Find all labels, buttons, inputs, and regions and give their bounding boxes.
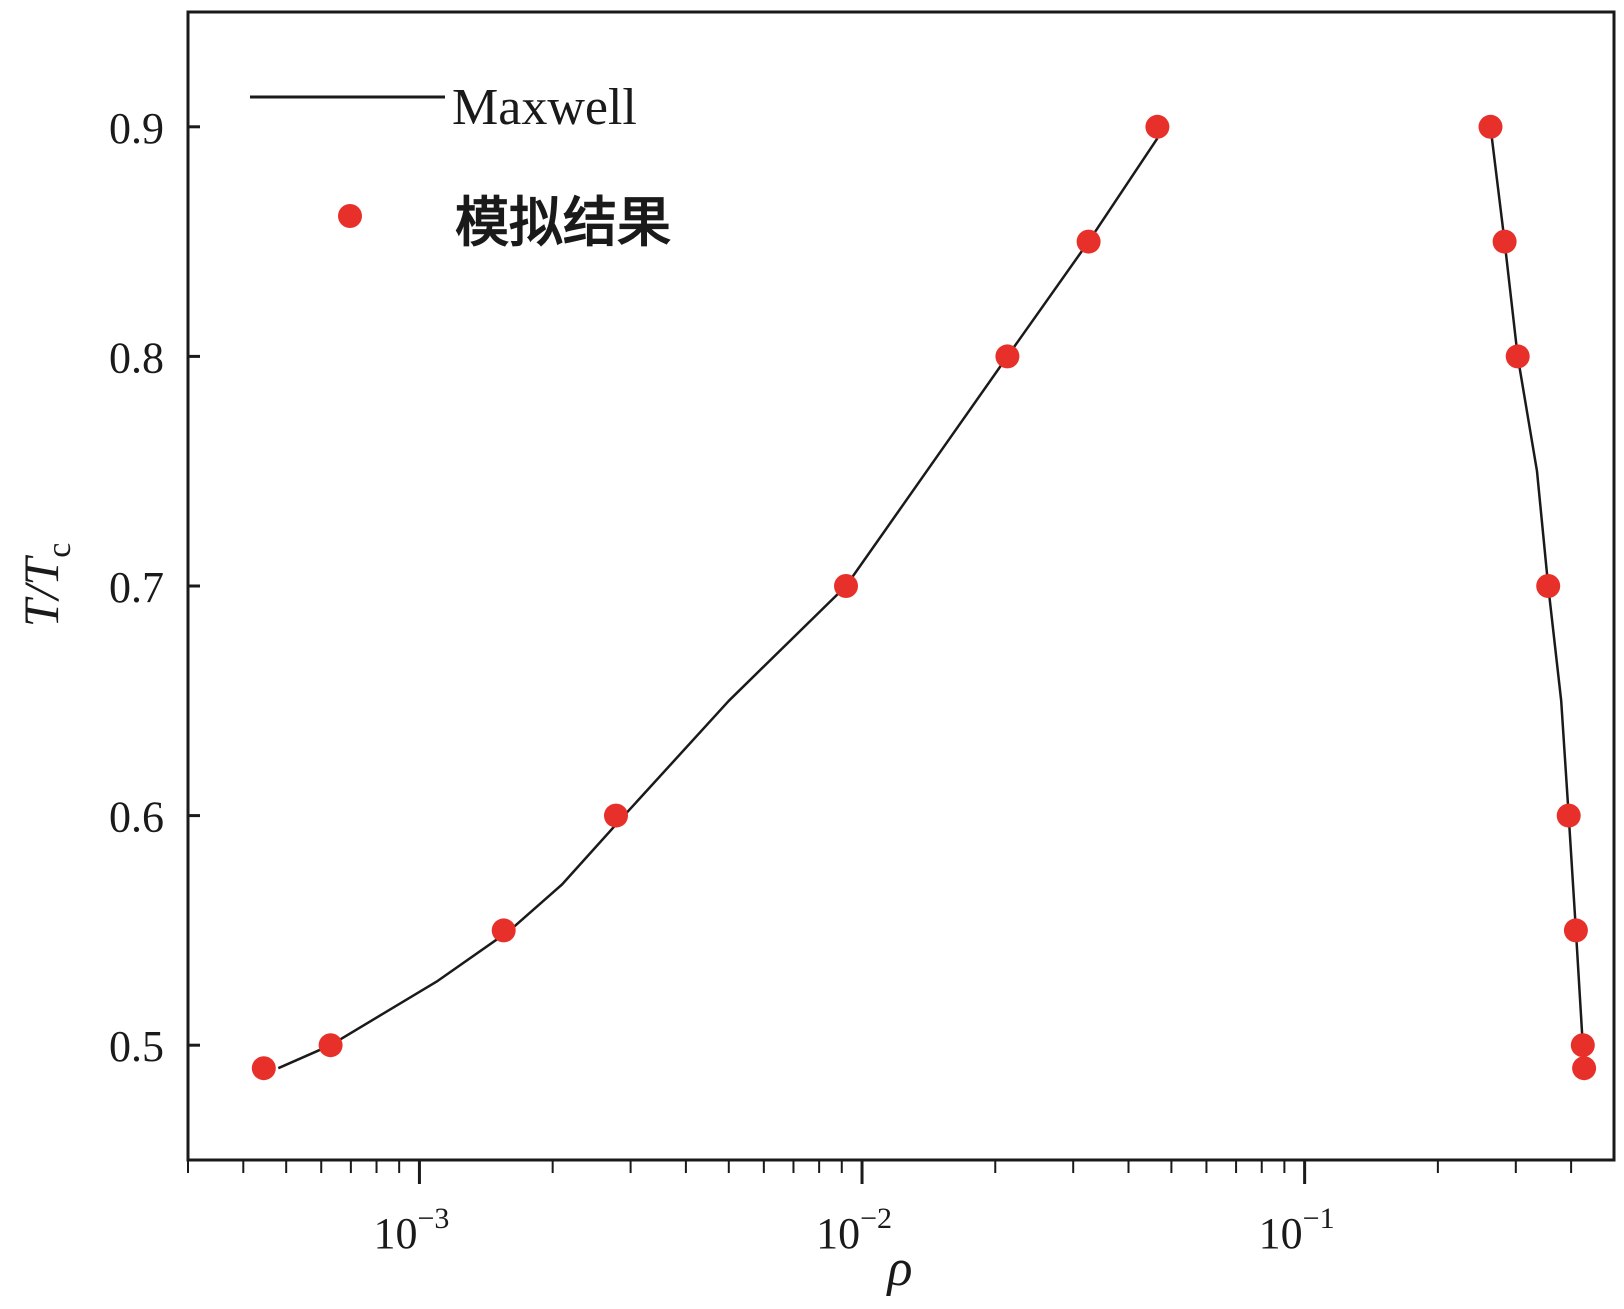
y-axis-label-main: T/T [13, 555, 69, 628]
plot-frame [186, 10, 1616, 1162]
maxwell-curve-branch-gas [277, 137, 1159, 1070]
simulation-point [251, 1056, 276, 1081]
simulation-point [1076, 229, 1101, 254]
simulation-point [1572, 1056, 1597, 1081]
simulation-point [1570, 1033, 1595, 1058]
simulation-point [995, 344, 1020, 369]
legend-label-maxwell: Maxwell [452, 79, 637, 136]
legend: Maxwell 模拟结果 [250, 79, 671, 254]
y-tick-label: 0.9 [109, 104, 164, 153]
simulation-point [604, 803, 628, 828]
simulation-point [491, 918, 516, 943]
simulation-point [1556, 803, 1581, 828]
x-tick-label: 10−2 [816, 1202, 892, 1258]
simulation-point [1563, 918, 1588, 943]
y-tick-label: 0.7 [109, 563, 164, 612]
y-tick-label: 0.8 [109, 333, 164, 382]
svg-text:T/Tc: T/Tc [13, 543, 78, 628]
x-tick-label: 10−3 [373, 1202, 449, 1258]
simulation-point [1505, 344, 1530, 369]
y-tick-label: 0.6 [109, 793, 164, 842]
legend-label-simulation: 模拟结果 [455, 191, 671, 254]
x-axis-label: ρ [886, 1240, 913, 1297]
simulation-point [1478, 114, 1503, 139]
simulation-point [1145, 114, 1170, 139]
y-tick-label: 0.5 [109, 1022, 164, 1071]
simulation-point [1536, 574, 1561, 598]
simulation-point [318, 1033, 343, 1058]
y-axis-label-sub: c [41, 543, 78, 558]
legend-marker-swatch [338, 204, 362, 228]
simulation-point [834, 574, 858, 598]
x-tick-label: 10−1 [1259, 1202, 1335, 1258]
simulation-point [1492, 229, 1517, 254]
y-axis-label: T/Tc [13, 543, 78, 628]
